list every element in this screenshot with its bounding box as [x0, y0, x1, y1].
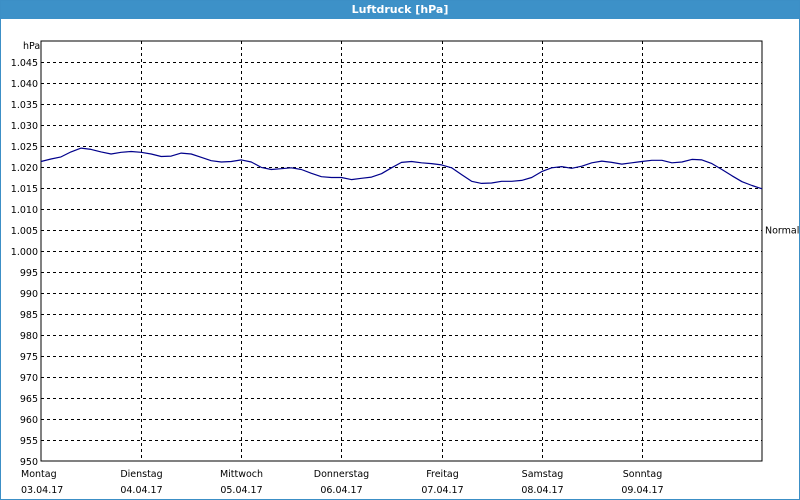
- y-tick-label: 1.035: [11, 100, 38, 111]
- y-tick-label: 1.010: [11, 205, 38, 216]
- y-tick-label: 1.015: [11, 184, 38, 195]
- x-tick-weekday: Freitag: [426, 469, 459, 480]
- y-axis: 950 955 960 965 970 975 980 985 990 995 1.000 1.005…: [11, 58, 38, 468]
- y-tick-label: 955: [20, 436, 38, 447]
- y-tick-label: 995: [20, 268, 38, 279]
- normal-reference-label: Normal: [765, 226, 799, 237]
- window-title: Luftdruck [hPa]: [1, 1, 799, 19]
- y-tick-label: 1.030: [11, 121, 38, 132]
- x-tick-date: 06.04.17: [320, 485, 362, 496]
- x-tick-weekday: Samstag: [522, 469, 564, 480]
- x-tick-date: 09.04.17: [621, 485, 663, 496]
- y-tick-label: 965: [20, 394, 38, 405]
- y-tick-label: 1.045: [11, 58, 38, 69]
- y-tick-label: 1.020: [11, 163, 38, 174]
- y-tick-label: 970: [20, 373, 38, 384]
- y-tick-label: 985: [20, 310, 38, 321]
- x-tick-date: 07.04.17: [421, 485, 463, 496]
- y-tick-label: 1.000: [11, 247, 38, 258]
- x-axis: Montag 03.04.17 Dienstag 04.04.17 Mittwoch 05…: [21, 469, 664, 496]
- grid: [41, 41, 762, 461]
- y-axis-label: hPa: [23, 41, 40, 52]
- series-group: [40, 147, 763, 190]
- y-tick-label: 960: [20, 415, 38, 426]
- x-tick-weekday: Donnerstag: [314, 469, 369, 480]
- y-tick-label: 990: [20, 289, 38, 300]
- plot-frame: [40, 40, 763, 462]
- x-tick-date: 03.04.17: [21, 485, 63, 496]
- y-tick-label: 975: [20, 352, 38, 363]
- y-tick-label: 1.025: [11, 142, 38, 153]
- y-tick-label: 1.005: [11, 226, 38, 237]
- x-tick-date: 04.04.17: [120, 485, 162, 496]
- x-tick-weekday: Montag: [21, 469, 57, 480]
- x-tick-date: 08.04.17: [521, 485, 563, 496]
- x-tick-weekday: Dienstag: [120, 469, 162, 480]
- y-tick-label: 980: [20, 331, 38, 342]
- x-tick-weekday: Sonntag: [623, 469, 662, 480]
- x-tick-date: 05.04.17: [220, 485, 262, 496]
- y-tick-label: 950: [20, 457, 38, 468]
- y-tick-label: 1.040: [11, 79, 38, 90]
- pressure-series-line: [40, 147, 763, 190]
- x-tick-weekday: Mittwoch: [220, 469, 263, 480]
